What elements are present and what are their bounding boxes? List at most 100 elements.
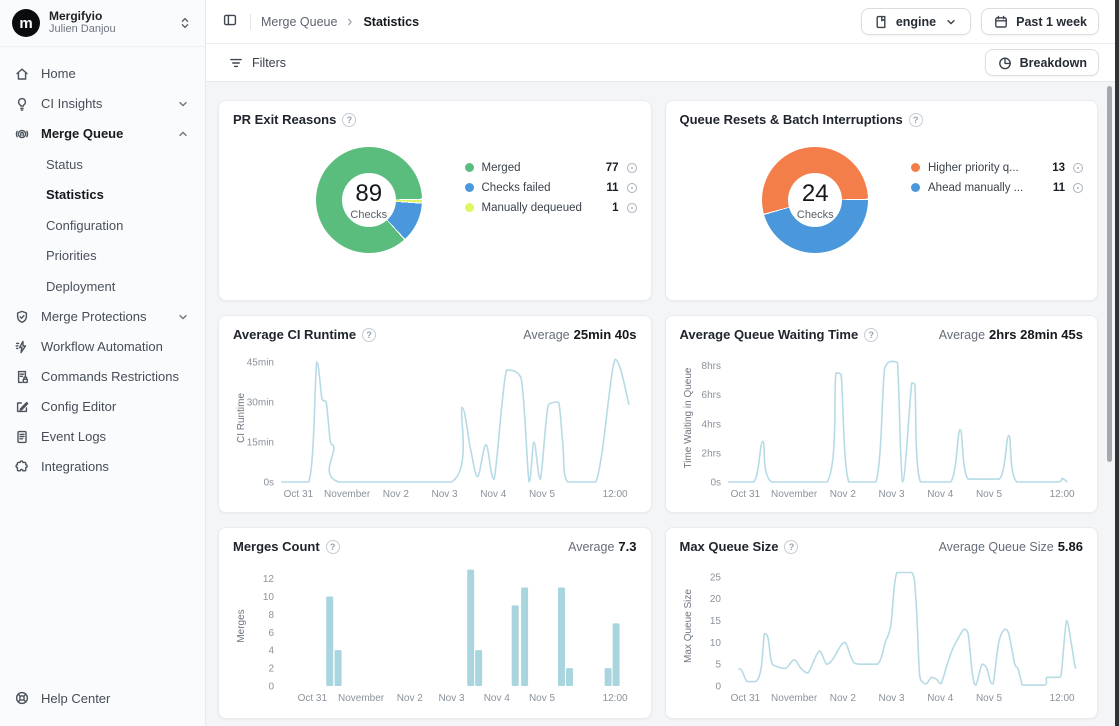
breadcrumb-merge-queue[interactable]: Merge Queue [261, 15, 337, 29]
legend-dot [465, 203, 474, 212]
filters-label: Filters [252, 56, 286, 70]
average-stat: Average7.3 [568, 539, 636, 554]
legend-info-icon[interactable] [1073, 163, 1083, 173]
sidebar-item-priorities[interactable]: Priorities [0, 241, 205, 272]
legend-info-icon[interactable] [627, 183, 637, 193]
edit-icon [14, 399, 30, 415]
help-icon[interactable]: ? [909, 113, 923, 127]
panel-icon [222, 12, 238, 31]
card-merges-count: Merges Count ? Average7.3 024681012Merge… [218, 527, 652, 719]
svg-text:2: 2 [268, 664, 274, 675]
pie-body: 89 Checks Merged77 Checks failed11 Manuall… [233, 127, 637, 253]
legend-item[interactable]: Checks failed11 [465, 181, 637, 194]
repo-icon [873, 14, 889, 30]
card-header: Queue Resets & Batch Interruptions ? [680, 112, 1084, 127]
help-icon[interactable]: ? [362, 328, 376, 342]
org-switcher[interactable]: m Mergifyio Julien Danjou [0, 0, 205, 47]
legend-label: Ahead manually ... [928, 182, 1023, 194]
app-root: m Mergifyio Julien Danjou Home CI Insight… [0, 0, 1119, 726]
sidebar-item-deployment[interactable]: Deployment [0, 272, 205, 303]
sidebar-item-config-editor[interactable]: Config Editor [0, 392, 205, 422]
queue-resets-donut[interactable]: 24 Checks [762, 147, 868, 253]
breakdown-label: Breakdown [1020, 56, 1087, 70]
svg-text:6hrs: 6hrs [701, 390, 720, 401]
svg-text:25: 25 [709, 572, 721, 583]
legend-item[interactable]: Higher priority q...13 [911, 161, 1083, 174]
svg-text:8hrs: 8hrs [701, 361, 720, 372]
svg-text:0: 0 [715, 682, 721, 693]
sidebar-item-label: Home [41, 66, 76, 82]
legend-info-icon[interactable] [627, 203, 637, 213]
repo-select[interactable]: engine [861, 8, 971, 35]
svg-text:Nov 4: Nov 4 [927, 693, 954, 704]
sidebar-item-label: Status [46, 157, 83, 173]
sidebar-item-label: Event Logs [41, 429, 106, 445]
legend-dot [911, 163, 920, 172]
ci-runtime-chart[interactable]: 0s15min30min45minCI RuntimeOct 31Novembe… [233, 344, 637, 502]
svg-text:November: November [771, 693, 818, 704]
legend-info-icon[interactable] [627, 163, 637, 173]
sidebar-item-label: Statistics [46, 187, 104, 203]
svg-text:Nov 4: Nov 4 [480, 489, 507, 500]
legend-dot [465, 163, 474, 172]
legend-item[interactable]: Manually dequeued1 [465, 201, 637, 214]
legend-info-icon[interactable] [1073, 183, 1083, 193]
donut-center: 24 Checks [788, 173, 842, 227]
legend-value: 77 [606, 162, 619, 174]
sidebar-item-label: Workflow Automation [41, 339, 163, 355]
donut-caption: Checks [797, 209, 834, 221]
svg-text:6: 6 [268, 628, 274, 639]
sidebar-item-label: Commands Restrictions [41, 369, 179, 385]
svg-text:Nov 5: Nov 5 [975, 489, 1002, 500]
help-center-link[interactable]: Help Center [0, 676, 205, 726]
sidebar-item-status[interactable]: Status [0, 149, 205, 180]
help-icon[interactable]: ? [342, 113, 356, 127]
mergify-logo: m [12, 9, 40, 37]
svg-text:15: 15 [709, 616, 721, 627]
legend-value: 11 [1053, 182, 1065, 194]
legend-item[interactable]: Merged77 [465, 161, 637, 174]
sidebar-item-ci-insights[interactable]: CI Insights [0, 89, 205, 119]
svg-text:12:00: 12:00 [603, 489, 628, 500]
sidebar-item-configuration[interactable]: Configuration [0, 210, 205, 241]
sidebar-item-merge-queue[interactable]: Merge Queue [0, 119, 205, 149]
svg-text:November: November [771, 489, 818, 500]
calendar-icon [993, 14, 1009, 30]
home-icon [14, 66, 30, 82]
breadcrumb: Merge Queue Statistics [261, 15, 419, 29]
card-title: Merges Count [233, 539, 320, 554]
sidebar-item-integrations[interactable]: Integrations [0, 452, 205, 482]
scrollbar-thumb[interactable] [1107, 86, 1112, 462]
card-title: Max Queue Size [680, 539, 779, 554]
sidebar-toggle-button[interactable] [220, 10, 240, 33]
date-range-button[interactable]: Past 1 week [981, 8, 1099, 35]
svg-text:Oct 31: Oct 31 [298, 693, 328, 704]
help-icon[interactable]: ? [326, 540, 340, 554]
legend-item[interactable]: Ahead manually ... 11 [911, 181, 1083, 194]
sidebar-item-event-logs[interactable]: Event Logs [0, 422, 205, 452]
help-icon[interactable]: ? [864, 328, 878, 342]
sidebar-nav: Home CI Insights Merge Queue Status Statisti… [0, 47, 205, 676]
sidebar-item-commands-restrictions[interactable]: Commands Restrictions [0, 362, 205, 392]
svg-text:0s: 0s [263, 478, 274, 489]
filters-button[interactable]: Filters [222, 54, 292, 72]
sidebar-item-merge-protections[interactable]: Merge Protections [0, 302, 205, 332]
sidebar-item-home[interactable]: Home [0, 59, 205, 89]
queue-waiting-chart[interactable]: 0s2hrs4hrs6hrs8hrsTime Waiting in QueueO… [680, 344, 1084, 502]
svg-text:12: 12 [263, 574, 275, 585]
sidebar-item-statistics[interactable]: Statistics [0, 180, 205, 211]
legend-label: Manually dequeued [482, 202, 582, 214]
svg-text:4hrs: 4hrs [701, 419, 720, 430]
pr-exit-reasons-donut[interactable]: 89 Checks [316, 147, 422, 253]
help-center-label: Help Center [41, 691, 110, 706]
breakdown-button[interactable]: Breakdown [985, 49, 1099, 76]
sidebar-item-label: Merge Queue [41, 126, 123, 142]
sidebar-item-workflow-automation[interactable]: Workflow Automation [0, 332, 205, 362]
svg-text:5: 5 [715, 660, 721, 671]
merges-count-chart[interactable]: 024681012MergesOct 31NovemberNov 2Nov 3N… [233, 556, 637, 706]
chevron-down-icon [175, 96, 191, 112]
lightbulb-icon [14, 96, 30, 112]
max-queue-size-chart[interactable]: 0510152025Max Queue SizeOct 31NovemberNo… [680, 556, 1084, 706]
help-icon[interactable]: ? [784, 540, 798, 554]
chevron-right-icon [344, 16, 356, 28]
